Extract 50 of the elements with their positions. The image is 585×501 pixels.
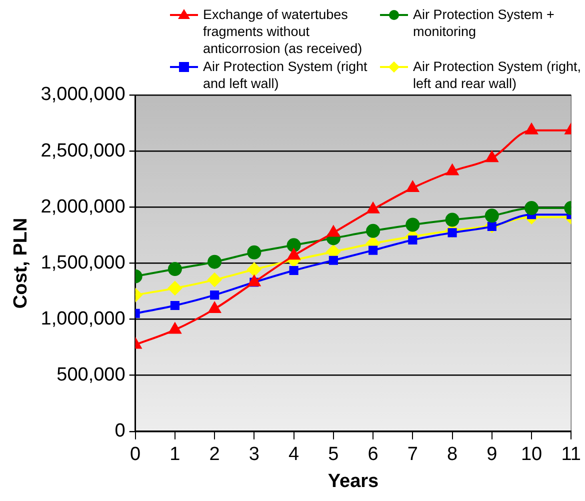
- point: [168, 281, 182, 296]
- y-tick-label: 3,000,000: [40, 84, 126, 106]
- y-tick-label: 0: [114, 420, 126, 442]
- point: [208, 254, 222, 269]
- x-tick-label: 2: [209, 444, 220, 466]
- point: [168, 262, 182, 276]
- x-tick-label: 1: [170, 444, 180, 466]
- x-tick-label: 7: [407, 444, 418, 466]
- point: [286, 238, 301, 252]
- y-tick-label: 1,500,000: [40, 252, 126, 274]
- point: [288, 248, 300, 260]
- x-tick-label: 4: [288, 444, 300, 466]
- y-axis-title: Cost, PLN: [10, 218, 32, 309]
- x-tick-label: 5: [328, 444, 339, 466]
- point: [408, 235, 418, 245]
- point: [445, 212, 460, 227]
- point: [247, 262, 262, 276]
- y-tick-label: 500,000: [56, 364, 126, 386]
- x-tick-label: 3: [248, 444, 260, 466]
- x-tick-label: 6: [368, 444, 378, 466]
- point: [327, 226, 340, 237]
- x-tick-label: 8: [446, 444, 458, 466]
- point: [406, 180, 419, 192]
- legend-label: Air Protection System (right and left wall): [203, 58, 368, 92]
- legend-label: Air Protection System (right, left and rear wall): [413, 58, 582, 92]
- y-tick-label: 2,500,000: [40, 140, 126, 162]
- point: [525, 123, 538, 134]
- point: [247, 245, 262, 260]
- point: [486, 151, 498, 162]
- legend-label: Exchange of watertubes fragments without anticorrosion (as received): [203, 6, 364, 57]
- x-tick-label: 10: [520, 444, 542, 466]
- point: [406, 218, 420, 232]
- point: [208, 272, 222, 287]
- x-tick-label: 9: [486, 444, 498, 466]
- point: [446, 164, 458, 176]
- y-tick-label: 1,000,000: [40, 308, 126, 330]
- point: [210, 290, 220, 300]
- point: [170, 300, 180, 310]
- x-axis-title: Years: [328, 470, 379, 492]
- point: [524, 201, 539, 216]
- point: [366, 224, 380, 238]
- x-tick-label: 11: [561, 444, 582, 466]
- point: [366, 202, 380, 214]
- x-tick-label: 0: [130, 444, 141, 466]
- point: [368, 246, 378, 255]
- legend-label: Air Protection System + monitoring: [413, 6, 556, 40]
- point: [289, 266, 298, 276]
- y-tick-label: 2,000,000: [40, 196, 126, 218]
- point: [484, 208, 499, 223]
- point: [328, 256, 338, 265]
